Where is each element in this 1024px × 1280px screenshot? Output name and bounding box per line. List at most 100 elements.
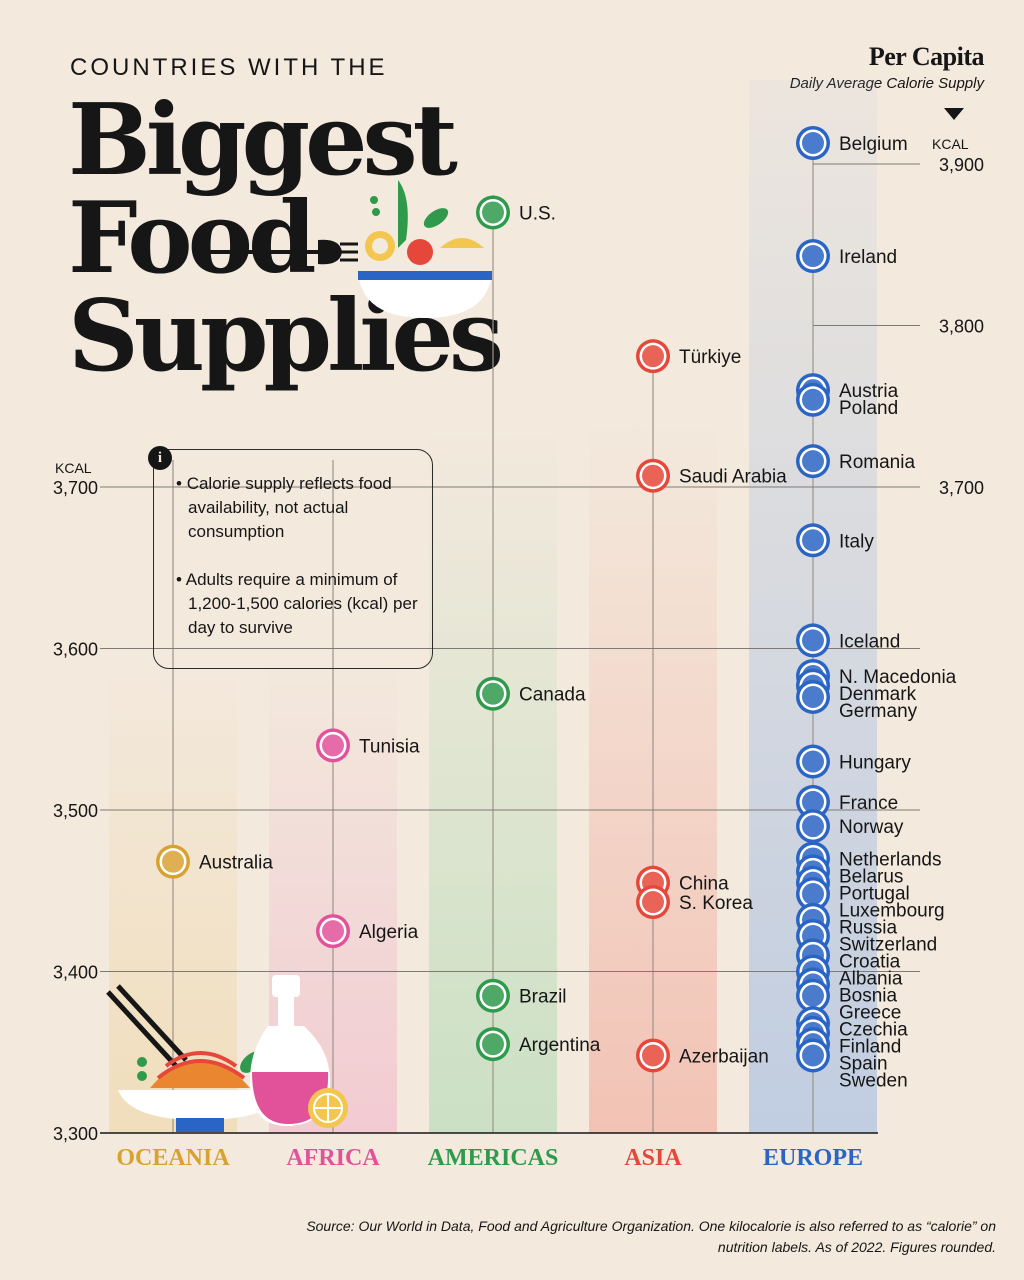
point-ireland — [796, 239, 830, 274]
left-axis-unit: KCAL — [55, 460, 92, 476]
label-belgium: Belgium — [839, 134, 908, 155]
point-iceland — [796, 623, 830, 658]
flag-fill-france — [802, 790, 824, 813]
y-tick-right-3700: 3,700 — [939, 478, 984, 498]
flag-fill-italy — [802, 529, 824, 552]
label-iceland: Iceland — [839, 631, 900, 652]
label-luxembourg: Luxembourg — [839, 900, 945, 921]
down-arrow-icon — [944, 108, 964, 120]
label-romania: Romania — [839, 452, 915, 473]
label-bosnia: Bosnia — [839, 985, 898, 1006]
point-saudi-arabia — [636, 458, 670, 493]
right-axis-unit: KCAL — [932, 136, 969, 152]
flag-fill-sweden — [802, 1044, 824, 1067]
flag-fill-ireland — [802, 245, 824, 268]
y-tick-left-3500: 3,500 — [53, 801, 98, 821]
point-poland — [796, 382, 830, 417]
point-hungary — [796, 744, 830, 779]
flag-fill-iceland — [802, 629, 824, 652]
label-canada: Canada — [519, 685, 586, 706]
point-azerbaijan — [636, 1038, 670, 1073]
point-brazil — [476, 978, 510, 1013]
info-point-2: • Adults require a minimum of 1,200-1,50… — [176, 570, 418, 637]
label-australia: Australia — [199, 853, 273, 874]
point-greece — [796, 978, 830, 1013]
label-portugal: Portugal — [839, 883, 910, 904]
label-russia: Russia — [839, 917, 898, 938]
bottle-icon — [250, 975, 348, 1128]
point-u-s- — [476, 195, 510, 230]
category-label-asia: ASIA — [624, 1145, 682, 1171]
category-label-africa: AFRICA — [286, 1145, 380, 1171]
title-line-1: Biggest — [68, 83, 458, 198]
noodle-bowl-icon — [106, 984, 285, 1132]
label-spain: Spain — [839, 1053, 888, 1074]
y-tick-right-3900: 3,900 — [939, 155, 984, 175]
flag-fill-hungary — [802, 750, 824, 773]
flag-fill-luxembourg — [802, 882, 824, 905]
point-italy — [796, 523, 830, 558]
y-tick-left-3600: 3,600 — [53, 640, 98, 660]
point-sweden — [796, 1038, 830, 1073]
label-denmark: Denmark — [839, 684, 917, 705]
label-italy: Italy — [839, 531, 874, 552]
flag-fill-greece — [802, 984, 824, 1007]
flag-fill-t-rkiye — [642, 345, 664, 368]
flag-fill-australia — [162, 850, 184, 873]
flag-fill-canada — [482, 682, 504, 705]
salad-bowl-icon — [358, 180, 492, 318]
info-point-1: • Calorie supply reflects food availabil… — [176, 474, 392, 541]
y-tick-left-3400: 3,400 — [53, 963, 98, 983]
flag-fill-brazil — [482, 984, 504, 1007]
label-netherlands: Netherlands — [839, 849, 941, 870]
label-t-rkiye: Türkiye — [679, 347, 741, 368]
label-belarus: Belarus — [839, 866, 903, 887]
label-argentina: Argentina — [519, 1035, 601, 1056]
label-brazil: Brazil — [519, 987, 567, 1008]
label-albania: Albania — [839, 968, 903, 989]
flag-fill-algeria — [322, 920, 344, 943]
label-austria: Austria — [839, 381, 899, 402]
point-argentina — [476, 1027, 510, 1062]
flag-fill-romania — [802, 450, 824, 473]
y-tick-right-3800: 3,800 — [939, 317, 984, 337]
label-saudi-arabia: Saudi Arabia — [679, 467, 787, 488]
point-germany — [796, 679, 830, 714]
label-ireland: Ireland — [839, 247, 897, 268]
flag-fill-saudi-arabia — [642, 464, 664, 487]
label-china: China — [679, 874, 729, 895]
point-australia — [156, 844, 190, 879]
point-t-rkiye — [636, 339, 670, 374]
point-canada — [476, 676, 510, 711]
label-germany: Germany — [839, 701, 918, 722]
category-label-americas: AMERICAS — [428, 1145, 559, 1171]
label-croatia: Croatia — [839, 951, 901, 972]
label-switzerland: Switzerland — [839, 934, 937, 955]
label-tunisia: Tunisia — [359, 736, 420, 757]
flag-fill-germany — [802, 685, 824, 708]
per-capita-title: Per Capita — [868, 42, 985, 71]
kicker-text: COUNTRIES WITH THE — [70, 54, 388, 81]
label-sweden: Sweden — [839, 1070, 908, 1091]
point-s-korea — [636, 885, 670, 920]
label-algeria: Algeria — [359, 922, 419, 943]
label-greece: Greece — [839, 1002, 901, 1023]
label-n-macedonia: N. Macedonia — [839, 667, 957, 688]
label-u-s-: U.S. — [519, 203, 556, 224]
flag-fill-belgium — [802, 132, 824, 155]
point-belgium — [796, 126, 830, 161]
flag-fill-argentina — [482, 1033, 504, 1056]
flag-fill-u-s- — [482, 201, 504, 224]
point-norway — [796, 809, 830, 844]
label-france: France — [839, 793, 898, 814]
food-illustrations — [106, 180, 492, 1132]
info-box — [153, 449, 433, 669]
point-romania — [796, 444, 830, 479]
flag-fill-azerbaijan — [642, 1044, 664, 1067]
flag-fill-norway — [802, 815, 824, 838]
category-label-oceania: OCEANIA — [116, 1145, 230, 1171]
label-finland: Finland — [839, 1036, 901, 1057]
flag-fill-poland — [802, 388, 824, 411]
point-tunisia — [316, 728, 350, 763]
